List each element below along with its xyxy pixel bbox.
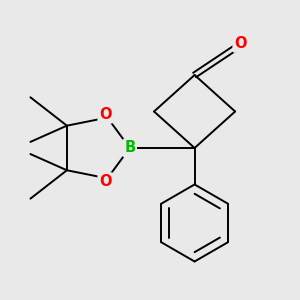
Text: O: O [99, 174, 112, 189]
Text: O: O [234, 36, 247, 51]
Text: O: O [99, 107, 112, 122]
Text: B: B [124, 140, 135, 155]
